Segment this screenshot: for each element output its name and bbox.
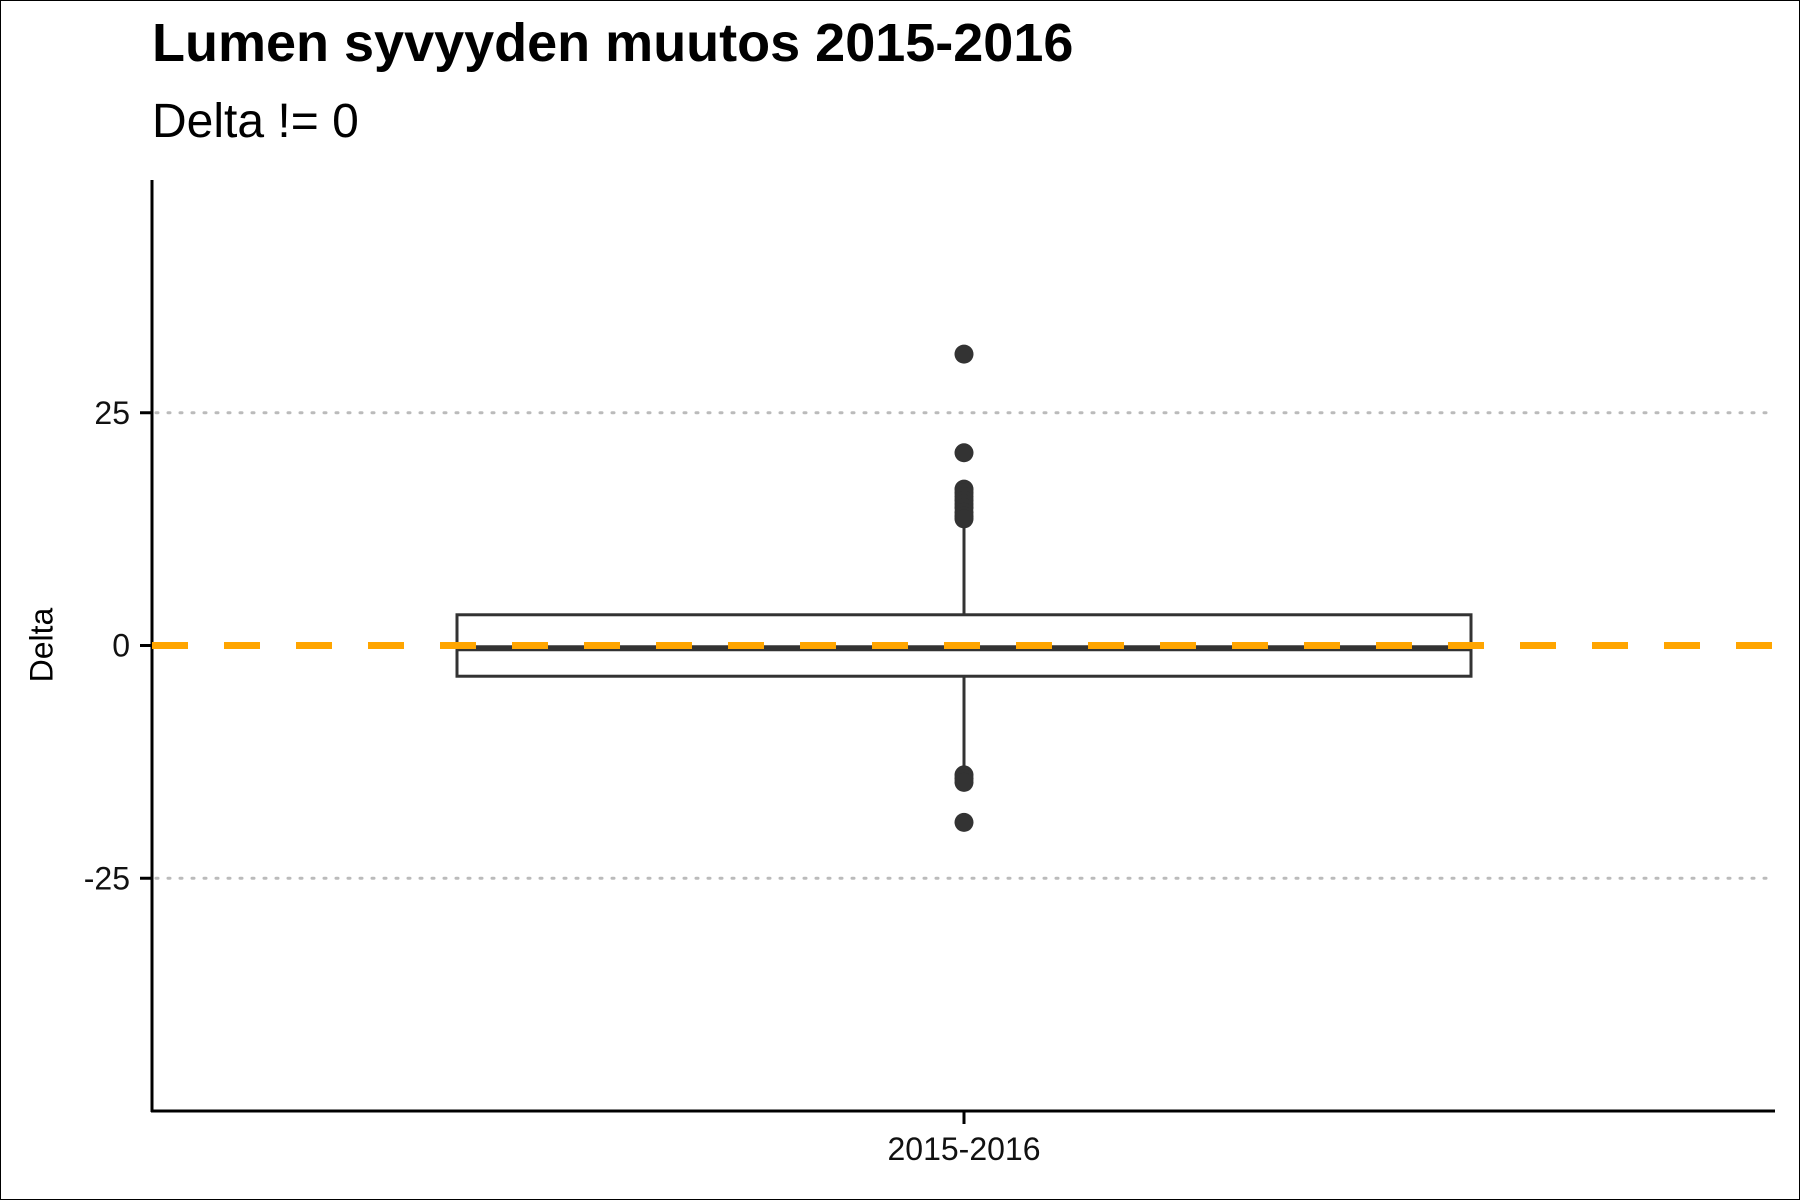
y-tick-label-0: 25: [94, 395, 130, 431]
y-tick-label-1: 0: [112, 628, 130, 664]
outlier-point-13: [954, 772, 974, 792]
y-tick-label-2: -25: [84, 860, 130, 896]
outlier-point-1: [954, 443, 974, 463]
x-tick-label-0: 2015-2016: [887, 1131, 1040, 1167]
chart-subtitle: Delta != 0: [152, 95, 359, 148]
outlier-point-10: [954, 509, 974, 529]
outlier-point-0: [954, 344, 974, 364]
outlier-point-14: [954, 812, 974, 832]
chart-title: Lumen syvyyden muutos 2015-2016: [152, 13, 1074, 73]
